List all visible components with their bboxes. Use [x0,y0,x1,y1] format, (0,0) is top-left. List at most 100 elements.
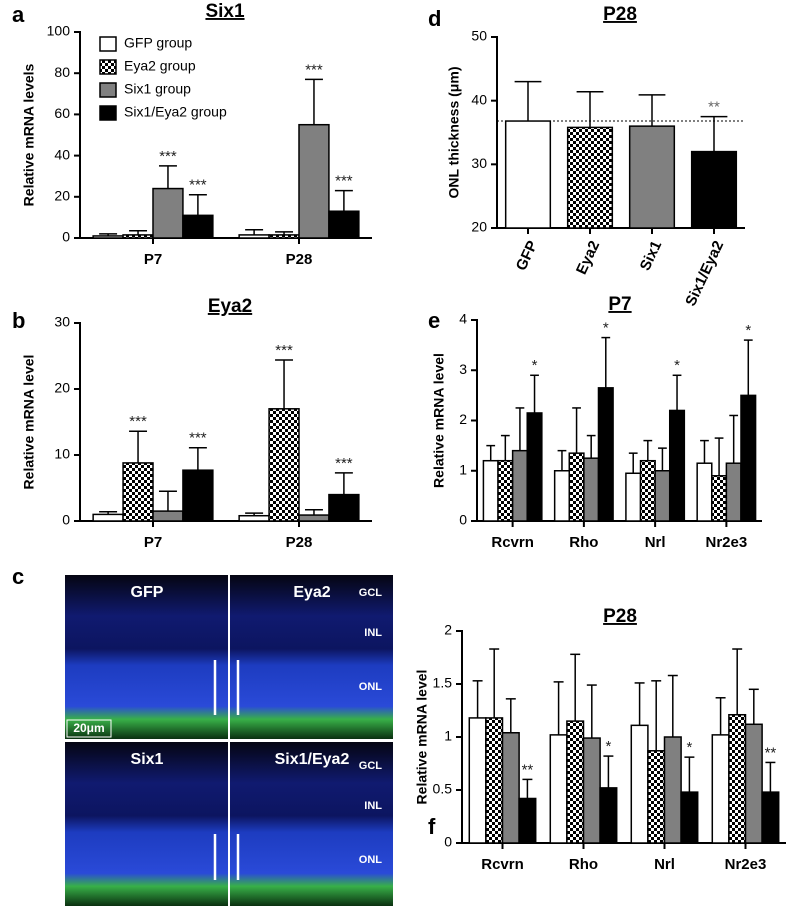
significance: *** [335,455,353,472]
bar [725,462,742,522]
bar [639,459,656,522]
layer-label: ONL [359,681,383,693]
error-bar [651,680,662,751]
error-bar [672,374,682,411]
bar [526,412,543,522]
x-tick-label: P28 [286,534,313,551]
error-bar [634,682,645,726]
error-bar [628,452,638,474]
panel-label: c [12,564,24,589]
y-tick-label: 20 [54,188,70,204]
significance: *** [275,342,293,359]
bar [549,734,568,844]
legend-swatch [99,105,117,121]
significance: *** [189,177,207,194]
x-tick-label: Nrl [654,856,675,873]
y-tick-label: 1.5 [433,675,453,691]
y-tick-label: 30 [54,314,70,330]
x-tick-label: Rcvrn [481,856,524,873]
legend-swatch [99,59,117,75]
bar [504,120,552,229]
x-tick-label: Nr2e3 [706,534,748,551]
error-bar [275,359,294,409]
error-bar [515,407,525,451]
x-tick-label: GFP [513,238,541,273]
bar [298,123,330,239]
y-axis-label: Relative mRNA level [431,353,447,488]
chart-title: Six1 [205,1,245,22]
x-tick-label: Six1 [637,238,665,273]
y-tick-label: 2 [459,411,467,427]
bar [182,214,214,239]
bar [630,724,649,844]
error-bar [643,439,653,461]
significance: ** [708,99,720,116]
significance: * [686,739,692,756]
chart-title: P7 [608,294,631,315]
y-tick-label: 30 [471,155,487,171]
bar [122,234,154,239]
layer-label: INL [364,800,382,812]
error-bar [245,512,264,516]
y-tick-label: 20 [471,219,487,235]
y-tick-label: 20 [54,380,70,396]
legend-swatch [99,36,117,52]
error-bar [570,653,581,722]
error-bar [99,511,118,515]
error-bar [514,80,542,122]
micrograph [230,575,393,739]
bar [740,394,757,522]
bar [654,470,671,522]
y-tick-label: 100 [47,23,71,39]
x-tick-label: Six1/Eya2 [682,238,727,309]
significance: * [745,322,751,339]
bar [597,387,614,522]
bar [298,514,330,522]
significance: * [605,738,611,755]
error-bar [245,229,264,235]
y-tick-label: 40 [471,91,487,107]
bar [268,234,300,239]
micrograph [65,575,228,739]
error-bar [99,233,118,236]
bar [122,462,154,522]
bar [647,750,666,844]
bar [328,210,360,239]
bar [482,459,499,522]
error-bar [729,414,739,464]
x-tick-label: Nr2e3 [725,856,767,873]
error-bar [486,444,496,461]
error-bar [714,437,724,476]
bar [668,409,686,522]
scale-bar-box [66,719,112,738]
bar [680,791,699,844]
error-bar [603,755,614,788]
panel-label: b [12,308,25,333]
bar [744,723,763,844]
bar [711,475,728,522]
y-axis-label: Relative mRNA levels [21,63,37,206]
bar [553,470,571,522]
layer-label: GCL [359,587,383,599]
bar [582,737,601,844]
error-bar [557,449,567,471]
y-axis-label: Relative mRNA level [414,670,430,805]
legend-swatch [99,82,117,98]
bar [501,732,520,844]
bar [511,449,528,522]
bar [566,126,614,229]
bar [518,797,537,844]
y-tick-label: 0 [62,229,70,245]
chart-title: Eya2 [208,296,252,317]
layer-label: GCL [359,760,383,772]
error-bar [158,490,177,512]
error-bar [129,230,148,235]
y-tick-label: 60 [54,105,70,121]
panel-label: d [428,6,441,31]
panel-label: f [428,814,436,839]
error-bar [601,336,611,388]
layer-label: INL [364,627,382,639]
error-bar [304,509,323,516]
y-axis-label: ONL thickness (μm) [446,66,462,198]
y-tick-label: 1 [459,461,467,477]
